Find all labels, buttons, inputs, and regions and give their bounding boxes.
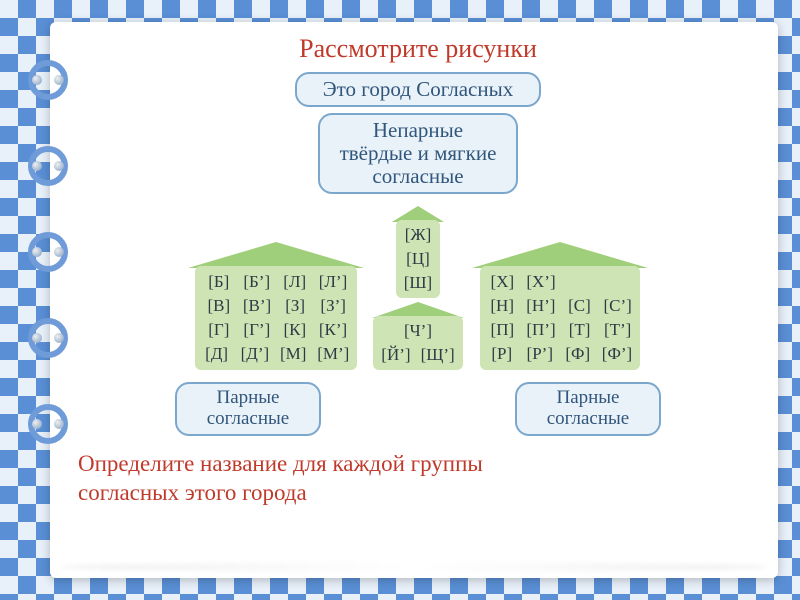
- house-right-body: [Х][Х’][Н][Н’][С][С’][П][П’][Т][Т’][Р][Р…: [480, 266, 640, 370]
- phoneme-cell: [Р]: [488, 344, 516, 364]
- binder-ring: [28, 60, 68, 100]
- phoneme-cell: [З]: [281, 296, 309, 316]
- paper-sheet: Рассмотрите рисунки Это город Согласных …: [50, 22, 778, 578]
- phoneme-row: [Р] [Р’] [Ф] [Ф’]: [488, 344, 632, 364]
- phoneme-cell: [П]: [488, 320, 516, 340]
- house-left: [Б] [Б’] [Л] [Л’] [В] [В’] [З] [З’] [Г] [Г’] [К] [К…: [188, 242, 364, 370]
- phoneme-cell: [Д]: [203, 344, 231, 364]
- phoneme-row: [Г] [Г’] [К] [К’]: [203, 320, 350, 340]
- label-right-pill: Парные согласные: [515, 382, 661, 436]
- binder-ring: [28, 404, 68, 444]
- gingham-background: Рассмотрите рисунки Это город Согласных …: [0, 0, 800, 600]
- phoneme-cell: [Й’]: [381, 345, 410, 365]
- phoneme-cell: [Ф]: [564, 344, 592, 364]
- phoneme-cell: [В’]: [243, 296, 271, 316]
- phoneme-cell: [566, 272, 594, 292]
- bottom-instruction: Определите название для каждой группы со…: [78, 450, 758, 508]
- house-center-top: [Ж] [Ц] [Ш]: [392, 206, 444, 298]
- phoneme-cell: [Г]: [205, 320, 233, 340]
- binder-ring: [28, 146, 68, 186]
- phoneme-cell: [Б’]: [243, 272, 271, 292]
- house-center-top-body: [Ж] [Ц] [Ш]: [396, 220, 440, 298]
- phoneme-cell: [Ц]: [404, 249, 432, 269]
- house-left-body: [Б] [Б’] [Л] [Л’] [В] [В’] [З] [З’] [Г] [Г’] [К] [К…: [195, 266, 358, 370]
- binder-ring: [28, 232, 68, 272]
- phoneme-cell: [Т]: [566, 320, 594, 340]
- phoneme-cell: [Р’]: [526, 344, 554, 364]
- phoneme-cell: [Л’]: [319, 272, 348, 292]
- phoneme-cell: [604, 272, 632, 292]
- subtitle-pill-row: Непарные твёрдые и мягкие согласные: [78, 113, 758, 194]
- phoneme-row: [Х] [Х’]: [488, 272, 632, 292]
- phoneme-row: [Н] [Н’] [С] [С’]: [488, 296, 632, 316]
- phoneme-row: [Ш]: [404, 273, 432, 293]
- house-left-roof: [188, 242, 364, 268]
- phoneme-row: [Ч’]: [381, 321, 454, 341]
- center-column: [Ж] [Ц] [Ш] [Ч’] [Й’] [Щ’]: [372, 206, 464, 370]
- phoneme-cell: [Ф’]: [602, 344, 632, 364]
- binder-ring: [28, 318, 68, 358]
- house-center-bottom-body: [Ч’] [Й’] [Щ’]: [373, 316, 462, 370]
- header-pill: Это город Согласных: [295, 72, 541, 107]
- phoneme-cell: [Ж]: [404, 225, 432, 245]
- phoneme-cell: [В]: [205, 296, 233, 316]
- phoneme-cell: [Н’]: [526, 296, 555, 316]
- phoneme-cell: [Д’]: [241, 344, 270, 364]
- subtitle-pill: Непарные твёрдые и мягкие согласные: [318, 113, 519, 194]
- binder-rings: [28, 60, 68, 444]
- phoneme-row: [В] [В’] [З] [З’]: [203, 296, 350, 316]
- phoneme-cell: [Б]: [205, 272, 233, 292]
- phoneme-cell: [С’]: [603, 296, 631, 316]
- phoneme-cell: [П’]: [526, 320, 555, 340]
- phoneme-row: [Б] [Б’] [Л] [Л’]: [203, 272, 350, 292]
- phoneme-row: [Й’] [Щ’]: [381, 345, 454, 365]
- phoneme-cell: [К]: [281, 320, 309, 340]
- phoneme-cell: [М’]: [317, 344, 349, 364]
- phoneme-cell: [Н]: [488, 296, 516, 316]
- phoneme-row: [Д] [Д’] [М] [М’]: [203, 344, 350, 364]
- phoneme-row: [Ц]: [404, 249, 432, 269]
- phoneme-cell: [С]: [565, 296, 593, 316]
- phoneme-cell: [Щ’]: [421, 345, 455, 365]
- phoneme-cell: [Х’]: [526, 272, 555, 292]
- label-left-pill: Парные согласные: [175, 382, 321, 436]
- labels-row: Парные согласные Парные согласные: [78, 382, 758, 436]
- phoneme-row: [П] [П’] [Т] [Т’]: [488, 320, 632, 340]
- page-title: Рассмотрите рисунки: [78, 34, 758, 64]
- phoneme-cell: [К’]: [319, 320, 347, 340]
- phoneme-cell: [З’]: [319, 296, 347, 316]
- phoneme-cell: [Т’]: [604, 320, 632, 340]
- house-right-roof: [472, 242, 648, 268]
- house-center-bottom: [Ч’] [Й’] [Щ’]: [372, 302, 464, 370]
- phoneme-cell: [Ш]: [404, 273, 432, 293]
- phoneme-cell: [М]: [279, 344, 307, 364]
- header-pill-row: Это город Согласных: [78, 72, 758, 107]
- phoneme-cell: [Г’]: [243, 320, 271, 340]
- house-right: [Х][Х’][Н][Н’][С][С’][П][П’][Т][Т’][Р][Р…: [472, 242, 648, 370]
- phoneme-row: [Ж]: [404, 225, 432, 245]
- phoneme-cell: [Ч’]: [404, 321, 432, 341]
- phoneme-cell: [Х]: [488, 272, 516, 292]
- houses-row: [Б] [Б’] [Л] [Л’] [В] [В’] [З] [З’] [Г] [Г’] [К] [К…: [78, 206, 758, 370]
- phoneme-cell: [Л]: [281, 272, 309, 292]
